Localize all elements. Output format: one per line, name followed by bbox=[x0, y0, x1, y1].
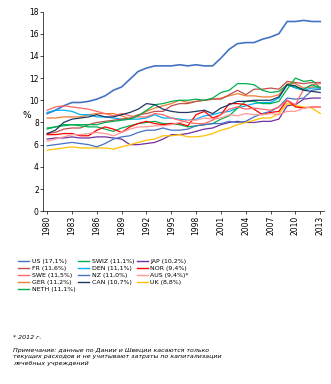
Legend: US (17,1%), FR (11,6%), SWE (11,5%), GER (11,2%), NETH (11,1%), SWIZ (11,1%), DE: US (17,1%), FR (11,6%), SWE (11,5%), GER… bbox=[18, 258, 189, 292]
Text: * 2012 г.: * 2012 г. bbox=[13, 335, 42, 340]
Y-axis label: %: % bbox=[22, 111, 31, 120]
Text: Примечание: данные по Дании и Швеции касаются только
текущих расходов и не учиты: Примечание: данные по Дании и Швеции кас… bbox=[13, 348, 222, 366]
